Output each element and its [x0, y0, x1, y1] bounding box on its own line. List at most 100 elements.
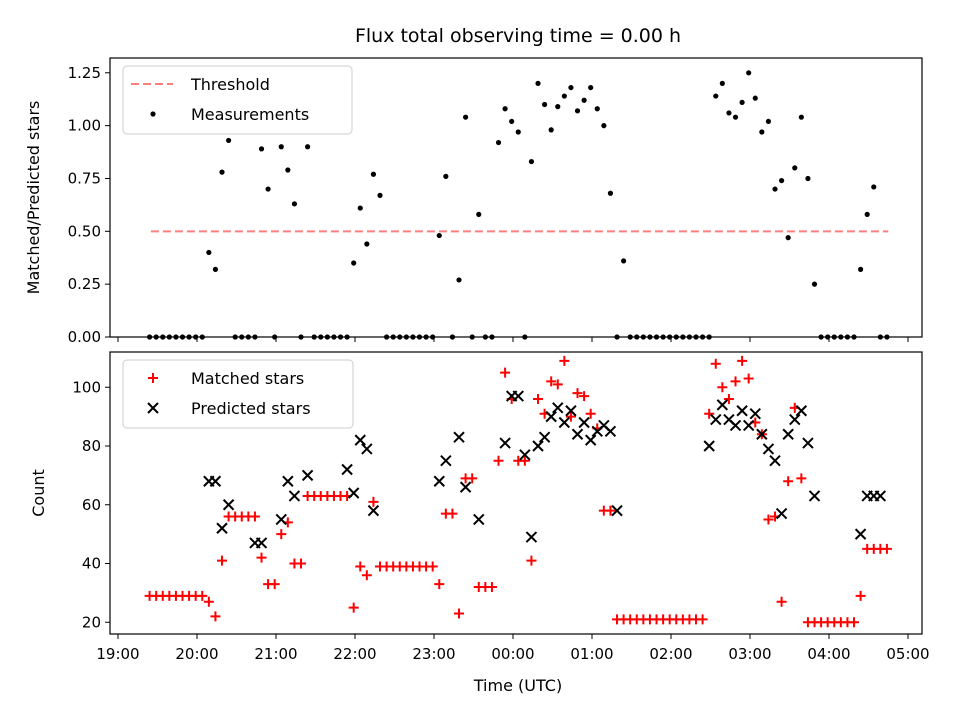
- measurement-point: [463, 114, 469, 120]
- measurement-point: [245, 334, 251, 340]
- measurement-point: [713, 93, 719, 99]
- predicted-stars-point: [216, 522, 228, 534]
- measurement-point: [226, 137, 232, 144]
- matched-stars-point: [427, 561, 438, 572]
- matched-stars-point: [486, 582, 497, 592]
- predicted-stars-point: [367, 504, 380, 517]
- measurement-point: [318, 334, 324, 340]
- y-tick-label: 40: [82, 555, 101, 573]
- measurement-point: [239, 334, 245, 340]
- legend-matched-swatch: [148, 373, 158, 383]
- matched-stars-point: [855, 590, 866, 601]
- matched-stars-point: [723, 394, 734, 404]
- measurement-point: [147, 334, 153, 340]
- predicted-stars-point: [703, 440, 715, 452]
- series-matched-stars: [144, 355, 892, 628]
- matched-stars-point: [704, 408, 715, 419]
- matched-stars-point: [546, 376, 557, 387]
- matched-stars-point: [203, 596, 214, 607]
- measurement-point: [153, 334, 159, 340]
- measurement-point: [232, 334, 238, 340]
- predicted-stars-point: [749, 407, 761, 420]
- measurement-point: [700, 334, 706, 340]
- measurement-point: [765, 118, 772, 125]
- predicted-stars-point: [459, 481, 472, 493]
- predicted-stars-point: [341, 463, 353, 476]
- measurement-point: [772, 186, 778, 192]
- count-panel: 20 40 60 80 100 19:00 20:00 21:00 22:00 23:00 00:0…: [29, 351, 930, 663]
- measurement-point: [528, 158, 535, 165]
- legend-label: Measurements: [191, 105, 309, 124]
- y-tick-label: 1.00: [68, 117, 101, 135]
- matched-stars-point: [500, 367, 511, 378]
- matched-stars-point: [743, 373, 754, 384]
- predicted-stars-point: [545, 410, 557, 423]
- measurement-point: [851, 334, 857, 340]
- measurement-point: [660, 334, 666, 340]
- matched-stars-point: [519, 455, 530, 466]
- measurement-point: [390, 334, 396, 340]
- predicted-stars-point: [611, 504, 623, 517]
- predicted-stars-point: [571, 428, 584, 440]
- legend-measurement-swatch: [150, 111, 156, 117]
- legend: Matched stars Predicted stars: [122, 359, 354, 429]
- x-tick-label: 23:00: [412, 645, 455, 663]
- measurement-point: [179, 334, 186, 340]
- matched-stars-point: [697, 614, 708, 625]
- measurement-point: [667, 334, 673, 340]
- matched-stars-point: [454, 608, 465, 619]
- predicted-stars-point: [525, 531, 538, 543]
- x-tick-label: 04:00: [807, 645, 850, 663]
- matched-stars-point: [849, 617, 860, 628]
- predicted-stars-point: [275, 513, 287, 526]
- matched-stars-point: [249, 511, 260, 522]
- legend-box: [122, 359, 354, 429]
- matched-stars-point: [210, 611, 221, 622]
- measurement-point: [173, 334, 179, 340]
- series-predicted-stars: [203, 390, 887, 549]
- measurement-point: [476, 211, 482, 218]
- predicted-stars-point: [209, 475, 222, 487]
- x-axis-label: Time (UTC): [473, 676, 562, 695]
- y-tick-label: 0.25: [68, 275, 101, 293]
- legend-predicted-swatch: [147, 402, 159, 414]
- measurement-point: [443, 173, 449, 179]
- predicted-stars-point: [762, 443, 775, 455]
- measurement-point: [212, 266, 219, 272]
- measurement-point: [825, 334, 831, 340]
- measurement-point: [265, 186, 271, 192]
- y-tick-label: 1.25: [68, 64, 101, 82]
- measurement-point: [614, 334, 620, 340]
- y-tick-label: 0.75: [68, 169, 101, 187]
- measurement-point: [877, 334, 883, 340]
- y-tick-label: 0.50: [68, 222, 101, 240]
- measurement-point: [166, 334, 172, 340]
- measurement-point: [588, 84, 594, 91]
- predicted-stars-point: [552, 402, 564, 414]
- measurement-point: [752, 95, 758, 101]
- measurement-point: [219, 169, 225, 175]
- predicted-stars-point: [532, 440, 544, 452]
- chart-title: Flux total observing time = 0.00 h: [355, 25, 681, 47]
- matched-stars-point: [881, 543, 892, 554]
- predicted-stars-point: [584, 434, 597, 446]
- measurement-point: [706, 334, 712, 340]
- measurement-point: [844, 334, 851, 340]
- y-axis-label: Matched/Predicted stars: [24, 101, 43, 295]
- measurement-point: [509, 118, 515, 125]
- measurement-point: [430, 334, 436, 340]
- measurement-point: [324, 334, 330, 340]
- x-tick-label: 20:00: [175, 645, 218, 663]
- predicted-stars-point: [802, 437, 814, 449]
- measurement-point: [555, 104, 561, 110]
- matched-stars-point: [276, 529, 287, 540]
- predicted-stars-point: [795, 405, 808, 417]
- measurement-point: [397, 334, 403, 340]
- measurement-point: [739, 99, 745, 105]
- measurement-point: [311, 334, 317, 340]
- measurement-point: [344, 334, 350, 340]
- predicted-stars-point: [604, 425, 617, 438]
- measurement-point: [357, 205, 363, 211]
- measurement-point: [436, 232, 442, 239]
